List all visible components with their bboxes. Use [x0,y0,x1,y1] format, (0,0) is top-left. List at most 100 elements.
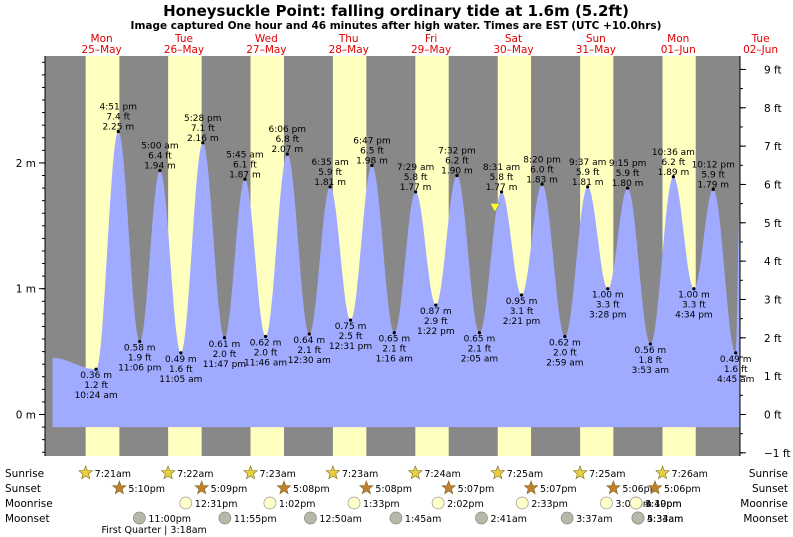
tide-extreme-point [734,351,738,355]
day-name: Sat [505,33,522,45]
moonset-icon [304,511,317,525]
tide-extreme-label: 4:51 pm [99,102,137,112]
tide-extreme-point [392,331,396,335]
tide-extreme-label: 0.64 m [293,336,325,346]
tide-extreme-point [477,331,482,335]
tide-extreme-label: 2:21 pm [503,317,541,327]
tide-extreme-label: 5.9 ft [318,168,342,178]
tide-extreme-label: 8:20 pm [523,155,561,165]
moonrise-icon [515,496,529,510]
tide-extreme-point [606,287,610,291]
tide-extreme-label: 5:45 am [226,150,263,160]
tide-extreme-label: 1.00 m [592,291,624,301]
moonrise-icon [600,496,613,510]
moonset-icon [475,511,488,525]
day-date: 26–May [164,44,204,56]
sunrise-icon [243,465,259,480]
tide-extreme-label: 1.79 m [697,180,729,190]
sunrise-icon [78,465,94,480]
tide-extreme-point [455,173,459,178]
tide-extreme-label: 5.9 ft [701,170,725,180]
tide-extreme-label: 11:05 am [159,375,202,385]
day-date: 27–May [246,44,286,56]
tide-extreme-point [328,185,332,189]
tide-extreme-label: 4:45 am [717,375,754,385]
moon-phase-label: First Quarter | 3:18am [101,525,206,536]
tide-extreme-label: 0.58 m [124,344,156,354]
tide-extreme-label: 1:16 am [376,355,413,365]
sunrise-time: 7:21am [95,469,131,480]
sunrise-icon [325,465,341,480]
tide-extreme-point [540,182,544,186]
tide-extreme-label: 0.65 m [378,335,410,345]
day-date: 29–May [411,44,451,56]
tide-extreme-label: 11:06 pm [118,364,161,374]
tide-extreme-label: 10:12 pm [692,160,735,170]
tide-extreme-point [563,334,567,339]
tide-extreme-label: 10:36 am [652,148,695,158]
tide-extreme-point [179,351,183,355]
tide-extreme-point [625,186,630,190]
tide-extreme-label: 2.0 ft [213,350,237,360]
moonrise-icon [431,496,445,510]
tide-extreme-label: 6.1 ft [233,160,257,170]
day-name: Thu [338,33,359,45]
tide-area [52,131,740,428]
tide-extreme-label: 7.4 ft [106,112,130,122]
tide-extreme-label: 0.87 m [420,307,452,317]
tide-extreme-label: 6.2 ft [662,158,686,168]
tide-extreme-label: 2.1 ft [382,345,406,355]
sunset-icon [605,480,621,495]
tide-extreme-point [222,336,227,340]
tide-extreme-label: 2:59 am [546,359,583,369]
right-tick-label: 6 ft [764,179,782,191]
day-date: 31–May [576,44,616,56]
right-tick-label: −1 ft [764,448,790,460]
tide-extreme-point [671,175,676,179]
tide-extreme-label: 1.2 ft [84,381,108,391]
tide-extreme-point [94,367,98,371]
tide-extreme-label: 12:31 pm [329,342,372,352]
row-label-right-sunset: Sunset [752,483,788,495]
sunset-icon [647,480,663,495]
tide-extreme-point [499,190,504,194]
tide-extreme-label: 4:34 pm [675,311,713,321]
tide-extreme-point [370,163,374,168]
moonset-time: 12:50am [319,514,361,525]
moonset-time: 11:00pm [148,514,191,525]
moonset-icon [133,511,146,525]
tide-extreme-label: 3.3 ft [596,301,620,311]
tide-extreme-label: 0.65 m [464,335,496,345]
row-label-left-moonset: Moonset [5,513,50,525]
tide-extreme-label: 1:22 pm [417,327,455,337]
tide-extreme-label: 6:47 pm [353,136,391,146]
tide-extreme-label: 1.77 m [400,183,432,193]
tide-extreme-label: 0.49 m [720,355,752,365]
day-name: Sun [586,33,606,45]
right-tick-label: 8 ft [764,103,782,115]
day-date: 02–Jun [743,44,778,56]
now-marker-icon [489,202,501,214]
tide-extreme-label: 1.81 m [314,178,346,188]
sunrise-icon [160,465,176,480]
day-name: Mon [91,33,113,45]
tide-extreme-label: 2.1 ft [468,345,492,355]
day-date: 25–May [81,44,121,56]
tide-extreme-label: 3:53 am [632,366,669,376]
moonset-time: 11:55pm [234,514,277,525]
sunrise-time: 7:26am [672,469,708,480]
tide-extreme-label: 12:30 am [288,356,331,366]
moonset-time: 4:34am [647,514,683,525]
sunrise-time: 7:22am [177,469,213,480]
tide-extreme-label: 1.00 m [678,291,710,301]
moonrise-icon [347,496,361,510]
sunrise-icon [407,465,423,480]
tide-extreme-label: 10:24 am [75,391,118,401]
moonrise-time: 2:02pm [447,499,484,510]
sunset-time: 5:06pm [622,484,659,495]
moonset-time: 5:33am [647,514,683,525]
tide-extreme-label: 0.62 m [549,339,581,349]
tide-extreme-label: 0.61 m [209,340,241,350]
tide-extreme-label: 1.80 m [612,179,644,189]
tide-extreme-label: 6.5 ft [360,146,384,156]
